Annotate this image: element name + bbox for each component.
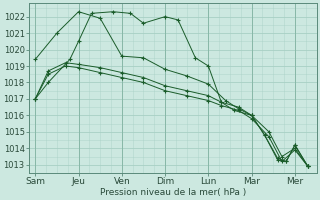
X-axis label: Pression niveau de la mer( hPa ): Pression niveau de la mer( hPa ) bbox=[100, 188, 246, 197]
